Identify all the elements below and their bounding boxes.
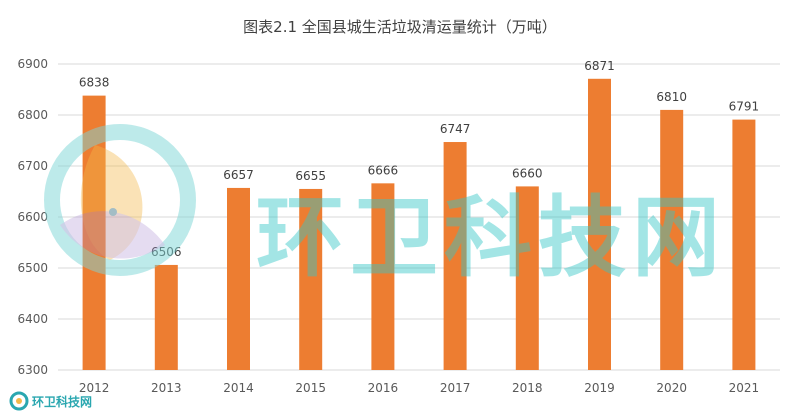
y-tick-label: 6300 xyxy=(17,363,48,377)
x-tick-label: 2020 xyxy=(656,381,687,395)
bar-2014 xyxy=(227,187,250,370)
data-label: 6655 xyxy=(295,169,326,183)
bar-2016 xyxy=(371,183,395,370)
watermark: 环卫科技网 环卫科技网 xyxy=(9,124,726,411)
data-label: 6791 xyxy=(729,100,760,114)
y-tick-label: 6800 xyxy=(17,108,48,122)
bar-2013 xyxy=(154,264,178,370)
data-label: 6666 xyxy=(368,163,399,177)
x-tick-label: 2012 xyxy=(79,381,110,395)
data-label: 6747 xyxy=(440,122,471,136)
x-tick-label: 2013 xyxy=(151,381,182,395)
data-label: 6657 xyxy=(223,168,254,182)
x-tick-label: 2015 xyxy=(295,381,326,395)
y-tick-label: 6700 xyxy=(17,159,48,173)
watermark-small: 环卫科技网 xyxy=(9,391,92,411)
bar-2017 xyxy=(443,142,467,370)
x-tick-label: 2018 xyxy=(512,381,543,395)
watermark-small-text: 环卫科技网 xyxy=(32,394,92,409)
bar-2015 xyxy=(299,188,323,370)
y-tick-label: 6600 xyxy=(17,210,48,224)
y-tick-label: 6400 xyxy=(17,312,48,326)
bars xyxy=(82,78,756,371)
y-axis-tick-labels: 6300 6400 6500 6600 6700 6800 6900 xyxy=(17,57,48,377)
data-label: 6871 xyxy=(584,59,615,73)
bar-2020 xyxy=(660,109,684,371)
watermark-logo xyxy=(44,124,196,276)
bar-2018 xyxy=(515,186,539,370)
x-tick-label: 2014 xyxy=(223,381,254,395)
x-tick-label: 2019 xyxy=(584,381,615,395)
y-tick-label: 6900 xyxy=(17,57,48,71)
chart-title: 图表2.1 全国县城生活垃圾清运量统计（万吨） xyxy=(243,18,557,36)
x-tick-label: 2016 xyxy=(368,381,399,395)
x-tick-label: 2021 xyxy=(729,381,760,395)
watermark-text: 环卫科技网 xyxy=(256,186,726,289)
bar-2012 xyxy=(82,95,106,371)
data-label: 6838 xyxy=(79,76,110,90)
bar-2019 xyxy=(588,78,611,370)
x-axis-tick-labels: 2012 2013 2014 2015 2016 2017 2018 2019 2020 2021 xyxy=(79,381,759,395)
data-label: 6660 xyxy=(512,166,543,180)
x-tick-label: 2017 xyxy=(440,381,471,395)
y-tick-label: 6500 xyxy=(17,261,48,275)
bar-2021 xyxy=(732,119,756,370)
data-label: 6810 xyxy=(656,90,687,104)
